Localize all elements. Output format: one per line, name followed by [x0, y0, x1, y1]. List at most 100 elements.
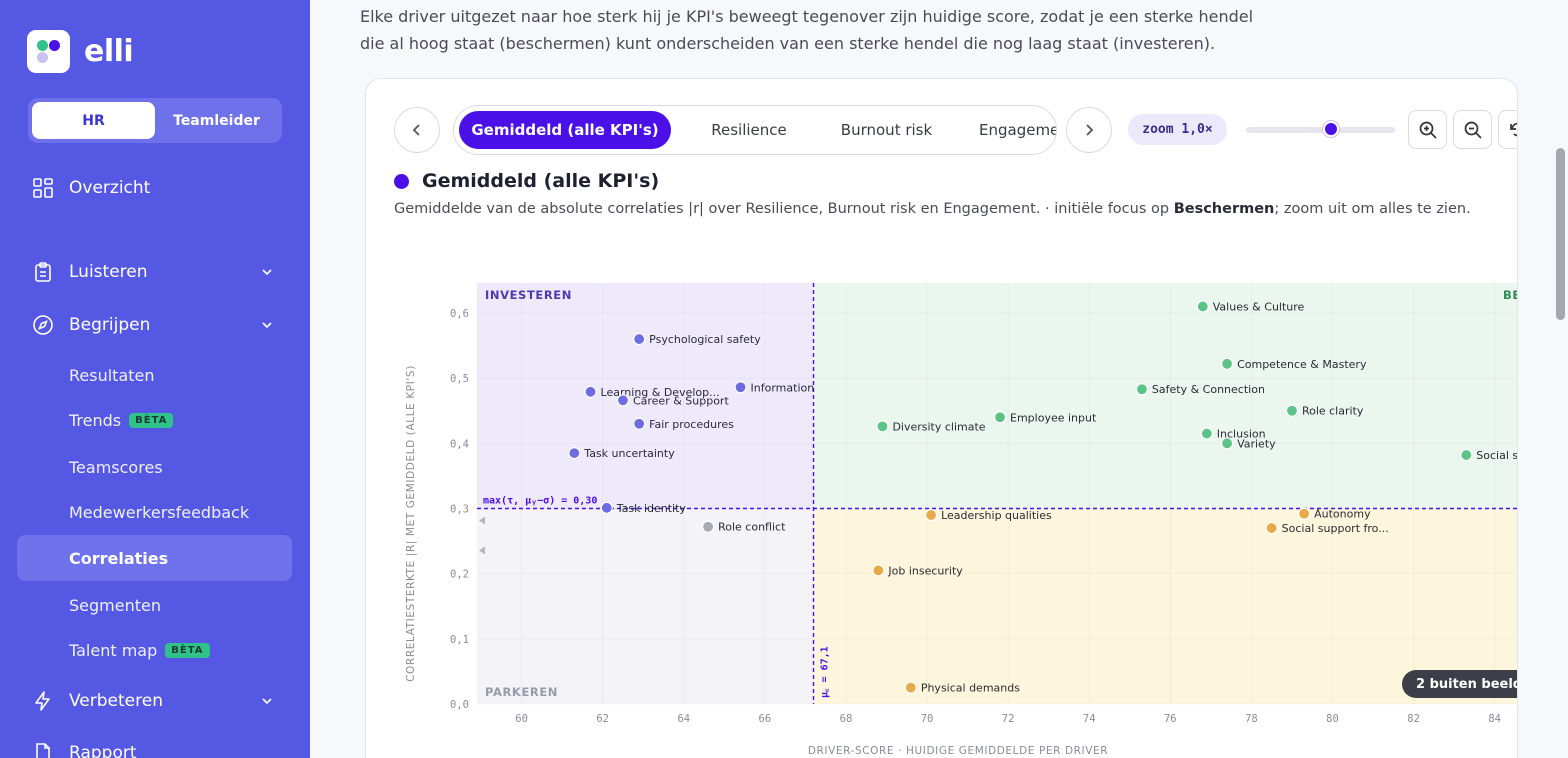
x-tick-label: 62 — [596, 713, 609, 725]
data-point — [616, 394, 630, 407]
x-tick-label: 78 — [1245, 713, 1258, 725]
zoom-slider-handle[interactable] — [1322, 121, 1339, 137]
data-point-label: Diversity climate — [892, 420, 985, 433]
nav-verbeteren[interactable]: Verbeteren — [0, 689, 310, 713]
nav-begrijpen-label: Begrijpen — [69, 315, 151, 335]
chevron-down-icon — [262, 322, 272, 329]
data-point-label: Job insecurity — [887, 564, 963, 577]
quadrant-label-parkeren: PARKEREN — [485, 685, 558, 699]
tab-resilience[interactable]: Resilience — [711, 121, 787, 139]
data-point — [584, 385, 597, 398]
x-tick-label: 66 — [759, 713, 772, 725]
chevron-left-icon — [412, 124, 420, 136]
data-point — [925, 508, 938, 522]
data-point-label: Task uncertainty — [583, 447, 675, 460]
tabs-next-button[interactable] — [1066, 107, 1112, 153]
data-point — [702, 520, 715, 533]
data-point-label: Task identity — [616, 502, 687, 515]
zoom-out-button[interactable] — [1453, 110, 1492, 149]
sub-item-correlaties[interactable]: Correlaties — [69, 547, 168, 569]
threshold-x-label: μ꜀ = 67,1 — [820, 646, 831, 698]
app-name: elli — [84, 34, 134, 69]
data-point-label: Career & Support — [633, 394, 730, 407]
lightning-icon — [35, 691, 50, 711]
data-point — [1220, 437, 1234, 450]
clipboard-icon — [35, 262, 51, 282]
data-point — [1265, 521, 1278, 535]
data-point — [1135, 383, 1149, 396]
nav-begrijpen[interactable]: Begrijpen — [0, 313, 310, 337]
intro-text: Elke driver uitgezet naar hoe sterk hij … — [360, 7, 1254, 53]
reset-view-button[interactable] — [1498, 110, 1517, 149]
data-point-label: Physical demands — [921, 682, 1020, 695]
data-point-label: Leadership qualities — [941, 509, 1052, 522]
sub-item-teamscores[interactable]: Teamscores — [69, 456, 163, 478]
y-tick-label: 0,3 — [450, 503, 469, 515]
tabs-prev-button[interactable] — [394, 107, 440, 153]
tab-gemiddeld[interactable]: Gemiddeld (alle KPI's) — [459, 111, 671, 149]
zoom-in-button[interactable] — [1408, 110, 1447, 149]
data-point-label: Fair procedures — [649, 418, 734, 431]
sidebar: elli HR Teamleider Overzicht Luisteren B… — [0, 0, 310, 758]
sub-item-talent-map[interactable]: Talent map BÈTA — [69, 639, 210, 661]
sub-item-label: Teamscores — [69, 457, 163, 477]
data-point — [1460, 448, 1473, 462]
zoom-in-icon — [1419, 121, 1437, 139]
data-point-label: Social support fro... — [1282, 522, 1389, 535]
x-tick-label: 76 — [1164, 713, 1177, 725]
correlation-scatter-chart[interactable]: 60 62 64 66 68 70 72 74 76 78 80 82 84 0,0 0,1 0,2 0,3 0,… — [366, 229, 1518, 758]
arrow-left-icon — [479, 546, 485, 555]
selected-driver-title: Gemiddeld (alle KPI's) — [394, 170, 659, 192]
x-axis-label: DRIVER-SCORE · HUIDIGE GEMIDDELDE PER DR… — [808, 745, 1108, 757]
sub-item-trends[interactable]: Trends BÈTA — [69, 409, 174, 431]
data-point — [904, 681, 917, 694]
logo-icon — [27, 30, 70, 73]
quadrant-beschermen — [813, 283, 1517, 509]
beta-badge: BÈTA — [165, 642, 210, 658]
nav-rapport-label: Rapport — [69, 743, 137, 758]
role-hr-button[interactable]: HR — [32, 102, 155, 139]
zoom-out-icon — [1464, 121, 1482, 139]
sub-item-segmenten[interactable]: Segmenten — [69, 594, 161, 616]
data-point-label: Learning & Develop... — [601, 386, 720, 399]
data-point — [876, 420, 889, 433]
legend-dot — [394, 173, 409, 189]
grid-icon — [33, 178, 53, 198]
data-point — [600, 501, 613, 514]
nav-overzicht[interactable]: Overzicht — [0, 176, 310, 200]
y-axis-label: CORRELATIESTERKTE |R| MET GEMIDDELD (ALL… — [405, 365, 417, 682]
sub-item-medewerkersfeedback[interactable]: Medewerkersfeedback — [69, 501, 249, 523]
data-point — [1285, 404, 1299, 417]
nav-rapport[interactable]: Rapport — [0, 741, 310, 758]
data-point — [633, 417, 646, 430]
y-tick-label: 0,5 — [450, 373, 469, 385]
x-tick-label: 74 — [1083, 713, 1096, 725]
sub-item-label: Trends — [69, 410, 122, 430]
selected-driver-description: Gemiddelde van de absolute correlaties |… — [394, 201, 1471, 217]
data-point-label: Social su — [1476, 449, 1518, 462]
beta-badge: BÈTA — [129, 412, 174, 428]
zoom-slider[interactable] — [1246, 127, 1395, 133]
offscreen-indicator[interactable]: 2 buiten beeld · to — [1402, 670, 1517, 698]
data-point — [993, 411, 1007, 424]
data-point-label: Role conflict — [718, 521, 786, 534]
data-point — [1200, 427, 1213, 440]
data-point — [1220, 357, 1234, 370]
tab-engagement[interactable]: Engageme — [979, 121, 1057, 139]
quadrant-label-beschermen: BE — [1503, 288, 1518, 302]
threshold-y-label: max(τ, μᵧ−σ) = 0,30 — [483, 495, 597, 506]
kpi-tabs: Gemiddeld (alle KPI's) Resilience Burnou… — [453, 105, 1057, 155]
sub-item-label: Medewerkersfeedback — [69, 502, 250, 522]
x-tick-label: 82 — [1407, 713, 1420, 725]
x-tick-label: 64 — [677, 713, 690, 725]
page-scrollbar[interactable] — [1556, 148, 1565, 320]
nav-luisteren[interactable]: Luisteren — [0, 260, 310, 284]
quadrant-monitoren — [813, 508, 1517, 704]
tab-burnout-risk[interactable]: Burnout risk — [840, 121, 933, 139]
logo[interactable]: elli — [27, 30, 134, 73]
data-point-label: Autonomy — [1314, 508, 1371, 521]
active-item-highlight — [17, 535, 292, 581]
description-suffix: ; zoom uit om alles te zien. — [1274, 201, 1471, 217]
role-teamleider-button[interactable]: Teamleider — [173, 112, 260, 129]
sub-item-resultaten[interactable]: Resultaten — [69, 364, 155, 386]
